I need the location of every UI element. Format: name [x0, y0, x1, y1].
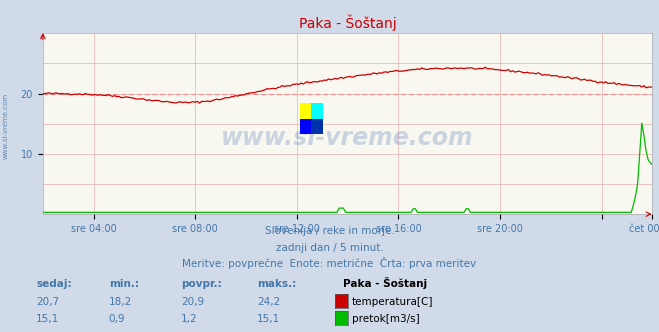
Text: min.:: min.: — [109, 279, 139, 289]
Text: Slovenija / reke in morje.: Slovenija / reke in morje. — [264, 226, 395, 236]
Text: pretok[m3/s]: pretok[m3/s] — [352, 314, 420, 324]
Text: maks.:: maks.: — [257, 279, 297, 289]
Text: sedaj:: sedaj: — [36, 279, 72, 289]
Text: 24,2: 24,2 — [257, 297, 280, 307]
Text: 0,9: 0,9 — [109, 314, 125, 324]
Title: Paka - Šoštanj: Paka - Šoštanj — [299, 14, 397, 31]
Text: temperatura[C]: temperatura[C] — [352, 297, 434, 307]
Text: 15,1: 15,1 — [257, 314, 280, 324]
Text: 15,1: 15,1 — [36, 314, 59, 324]
Text: povpr.:: povpr.: — [181, 279, 222, 289]
Text: 18,2: 18,2 — [109, 297, 132, 307]
Text: www.si-vreme.com: www.si-vreme.com — [2, 93, 9, 159]
Text: 1,2: 1,2 — [181, 314, 198, 324]
Text: zadnji dan / 5 minut.: zadnji dan / 5 minut. — [275, 243, 384, 253]
Text: 20,7: 20,7 — [36, 297, 59, 307]
Text: 20,9: 20,9 — [181, 297, 204, 307]
Text: www.si-vreme.com: www.si-vreme.com — [221, 126, 474, 150]
Text: Paka - Šoštanj: Paka - Šoštanj — [343, 277, 427, 289]
Text: Meritve: povprečne  Enote: metrične  Črta: prva meritev: Meritve: povprečne Enote: metrične Črta:… — [183, 257, 476, 269]
